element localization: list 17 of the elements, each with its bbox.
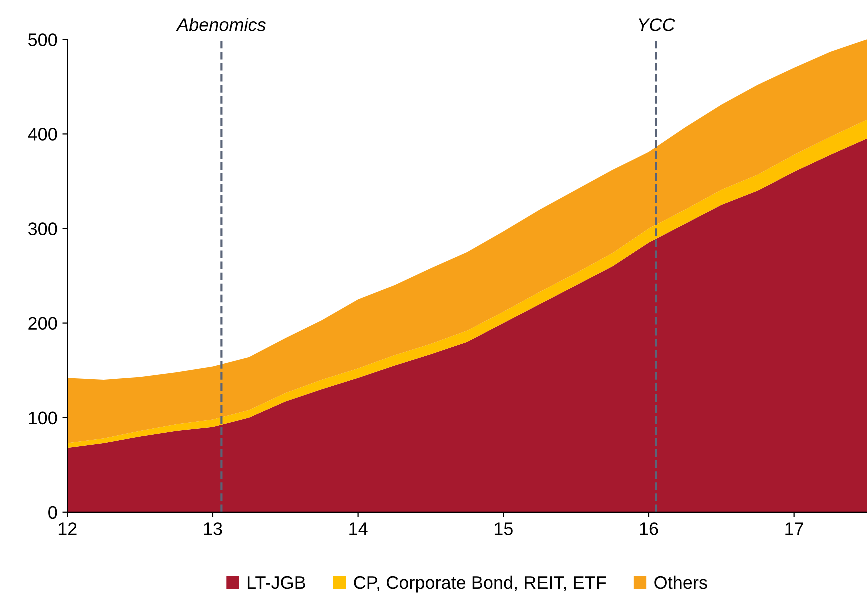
y-tick-label: 100 <box>29 412 58 425</box>
x-tick-label: 12 <box>58 522 77 536</box>
x-tick-label: 13 <box>204 522 222 536</box>
legend-label: LT-JGB <box>248 576 306 590</box>
y-tick-label: 400 <box>28 128 58 141</box>
legend-label: CP, Corporate Bond, REIT, ETF <box>354 576 606 593</box>
x-tick-label: 15 <box>494 522 513 536</box>
y-tick-label: 0 <box>48 506 58 520</box>
legend-label: Others <box>654 576 708 590</box>
y-tick-label: 300 <box>28 222 58 236</box>
x-tick-label: 17 <box>786 522 804 536</box>
ref-line-label: YCC <box>639 18 676 32</box>
y-tick-label: 500 <box>28 34 58 46</box>
x-tick-label: 16 <box>640 522 658 536</box>
y-tick-label: 200 <box>28 317 58 330</box>
x-tick-label: 14 <box>350 522 368 536</box>
ref-line-label: Abenomics <box>176 18 266 32</box>
